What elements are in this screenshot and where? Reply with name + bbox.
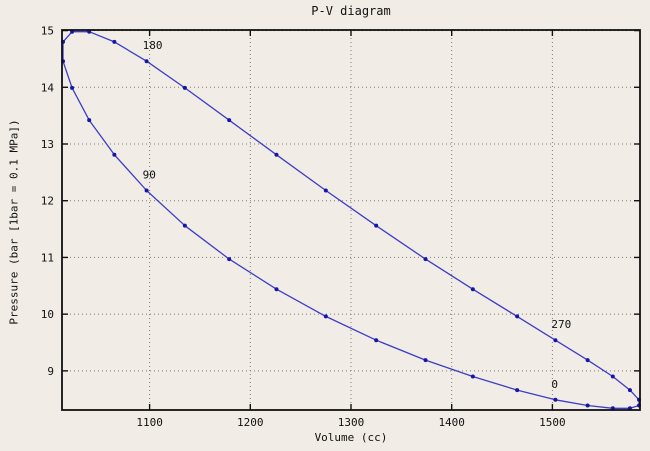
x-axis-label: Volume (cc) xyxy=(314,431,388,444)
data-point-marker xyxy=(423,358,428,363)
y-tick-label: 10 xyxy=(41,308,54,321)
data-point-marker xyxy=(470,287,475,292)
x-tick-label: 1100 xyxy=(136,416,163,429)
chart-title: P-V diagram xyxy=(311,4,391,18)
crank-angle-annotation: 180 xyxy=(143,39,163,52)
x-tick-label: 1400 xyxy=(438,416,465,429)
data-point-marker xyxy=(374,223,379,228)
data-point-marker xyxy=(274,152,279,157)
data-point-marker xyxy=(323,188,328,193)
pv-curve xyxy=(62,31,640,409)
data-point-marker xyxy=(553,397,558,402)
data-point-marker xyxy=(112,39,117,44)
y-tick-label: 12 xyxy=(41,195,54,208)
data-point-marker xyxy=(70,85,75,90)
data-point-marker xyxy=(374,338,379,343)
data-point-marker xyxy=(515,314,520,319)
data-point-marker xyxy=(87,118,92,123)
axes-box xyxy=(61,29,641,411)
data-point-marker xyxy=(274,287,279,292)
x-tick-label: 1500 xyxy=(539,416,566,429)
data-point-marker xyxy=(610,374,615,379)
crank-angle-annotation: 270 xyxy=(551,318,571,331)
y-tick-label: 15 xyxy=(41,25,54,38)
x-tick-label: 1200 xyxy=(237,416,264,429)
data-point-marker xyxy=(323,314,328,319)
data-point-marker xyxy=(182,85,187,90)
data-point-marker xyxy=(515,388,520,393)
y-tick-label: 13 xyxy=(41,138,54,151)
data-point-marker xyxy=(553,338,558,343)
data-point-marker xyxy=(227,118,232,123)
data-point-marker xyxy=(585,358,590,363)
y-tick-label: 11 xyxy=(41,251,54,264)
data-point-marker xyxy=(144,59,149,64)
data-point-marker xyxy=(470,374,475,379)
crank-angle-annotation: 90 xyxy=(143,169,156,182)
data-point-marker xyxy=(627,388,632,393)
y-tick-label: 9 xyxy=(47,365,54,378)
y-tick-label: 14 xyxy=(41,81,55,94)
data-point-marker xyxy=(112,152,117,157)
data-point-marker xyxy=(227,257,232,262)
data-point-marker xyxy=(182,223,187,228)
data-point-marker xyxy=(423,257,428,262)
x-tick-label: 1300 xyxy=(338,416,365,429)
data-point-marker xyxy=(144,188,149,193)
crank-angle-annotation: 0 xyxy=(551,378,558,391)
data-point-marker xyxy=(585,403,590,408)
